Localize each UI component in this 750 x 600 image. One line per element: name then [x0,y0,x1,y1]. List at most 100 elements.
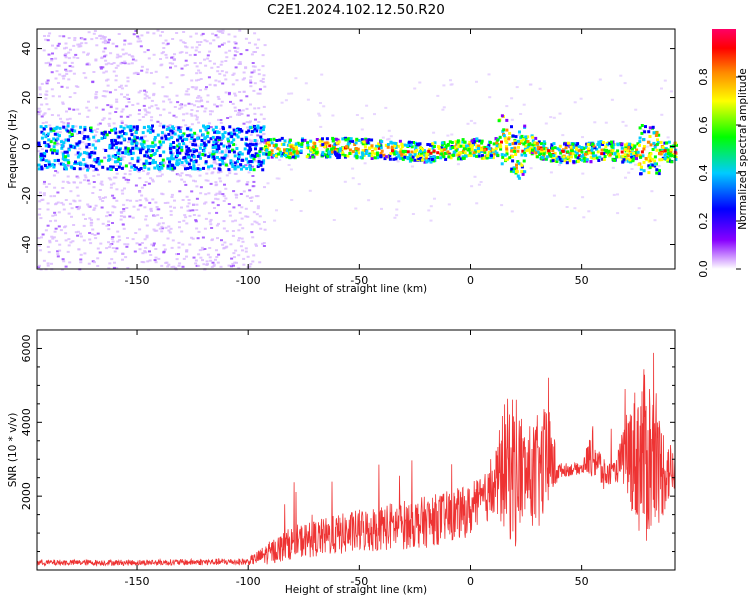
spectrogram-cell [311,155,315,159]
spectrogram-cell [98,251,102,254]
spectrogram-cell [55,239,59,242]
spectrogram-cell [78,167,82,171]
spectrogram-cell [239,99,243,102]
spectrogram-cell [394,157,398,161]
spectrogram-cell [194,143,198,147]
spectrogram-cell [299,149,303,153]
spectrogram-cell [122,227,126,230]
spectrogram-cell [165,76,169,79]
spectrogram-cell [245,195,249,198]
spectrogram-cell [470,185,474,188]
spectrogram-cell [94,93,98,96]
spectrogram-cell [457,142,461,146]
spectrogram-x-tick-label: 50 [575,274,589,287]
spectrogram-cell [439,148,443,152]
spectrogram-cell [159,122,163,125]
spectrogram-cell [565,161,569,165]
spectrogram-cell [230,140,234,144]
spectrogram-cell [536,150,540,154]
spectrogram-cell [216,204,220,207]
spectrogram-cell [198,151,202,154]
spectrogram-cell [212,161,216,164]
spectrogram-cell [215,256,219,258]
spectrogram-cell [144,215,148,218]
spectrogram-cell [658,148,662,152]
spectrogram-cell [256,126,260,130]
spectrogram-cell [107,228,111,231]
spectrogram-cell [199,256,203,259]
spectrogram-cell [90,218,93,221]
spectrogram-cell [335,153,338,157]
spectrogram-cell [655,171,659,175]
spectrogram-cell [449,156,453,160]
spectrogram-cell [51,151,55,155]
spectrogram-cell [220,60,224,63]
spectrogram-cell [160,173,164,176]
spectrogram-cell [500,162,504,166]
spectrogram-cell [49,127,53,131]
spectrogram-cell [120,120,124,123]
spectrogram-cell [104,149,108,152]
spectrogram-cell [134,232,138,234]
spectrogram-cell [227,33,231,36]
spectrogram-cell [148,201,152,204]
spectrogram-cell [380,140,384,144]
spectrogram-cell [582,156,586,160]
spectrogram-cell [134,144,138,148]
spectrogram-cell [177,146,181,150]
spectrogram-cell [145,111,149,114]
spectrogram-cell [94,134,97,137]
spectrogram-cell [279,151,283,155]
spectrogram-cell [148,156,152,160]
spectrogram-y-tick-label: 40 [20,42,33,56]
spectrogram-cell [233,46,237,49]
spectrogram-cell [58,73,62,76]
spectrogram-cell [203,39,207,42]
spectrogram-cell [56,131,60,134]
spectrogram-cell [266,138,270,142]
spectrogram-cell [87,31,91,34]
spectrogram-cell [250,130,254,134]
spectrogram-cell [74,153,78,156]
spectrogram-cell [498,143,502,147]
spectrogram-cell [356,147,360,151]
spectrogram-cell [234,42,238,45]
spectrogram-cell [37,113,41,116]
spectrogram-cell [457,153,461,157]
spectrogram-cell [418,81,422,84]
spectrogram-cell [101,66,105,69]
spectrogram-cell [199,186,203,189]
spectrogram-cell [84,76,88,79]
spectrogram-cell [111,165,115,169]
spectrogram-cell [44,159,48,163]
spectrogram-cell [428,143,432,147]
spectrogram-cell [444,157,448,161]
spectrogram-cell [259,163,263,167]
spectrogram-cell [477,149,480,153]
spectrogram-cell [177,264,181,267]
spectrogram-cell [121,129,125,133]
spectrogram-cell [272,144,276,148]
spectrogram-cell [580,158,584,162]
spectrogram-cell [135,127,139,131]
spectrogram-cell [199,96,203,99]
spectrogram-cell [319,102,322,104]
spectrogram-cell [308,189,312,192]
spectrogram-cell [78,112,81,115]
spectrogram-cell [110,183,113,186]
spectrogram-cell [610,142,614,146]
spectrogram-cell [106,167,110,171]
colorbar-label: Normalized spectral amplitude [737,68,749,229]
spectrogram-cell [182,119,185,122]
spectrogram-cell [577,149,581,153]
spectrogram-cell [452,150,456,154]
spectrogram-cell [570,155,573,159]
spectrogram-cell [169,66,172,69]
spectrogram-cell [119,162,122,166]
spectrogram-cell [51,163,55,167]
spectrogram-cell [351,177,355,180]
spectrogram-frame [36,28,676,270]
spectrogram-cell [198,71,202,74]
spectrogram-cell [427,149,431,153]
spectrogram-cell [242,257,246,260]
